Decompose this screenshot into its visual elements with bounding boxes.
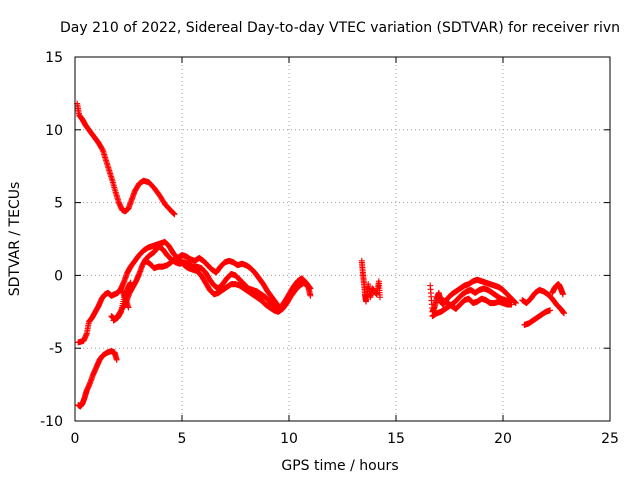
x-tick-label: 20 [494, 431, 512, 447]
x-tick-label: 10 [280, 431, 298, 447]
data-point [508, 301, 515, 308]
y-tick-label: 0 [54, 268, 63, 284]
series-arc-6 [277, 275, 314, 311]
x-tick-label: 0 [71, 431, 80, 447]
series-arc-9 [358, 257, 383, 305]
data-point [512, 299, 519, 306]
y-tick-label: 15 [45, 50, 63, 66]
data-point [127, 279, 134, 286]
data-points [74, 100, 567, 410]
plot-frame [74, 56, 611, 422]
y-axis-label: SDTVAR / TECUs [7, 182, 23, 297]
data-point [376, 294, 383, 301]
series-arc-8 [119, 286, 132, 311]
grid-lines [75, 57, 610, 421]
data-point [113, 356, 120, 363]
y-tick-label: -10 [40, 414, 63, 430]
series-arc-5 [142, 254, 314, 315]
series-arc-15 [549, 281, 566, 298]
series-arc-12 [435, 294, 515, 312]
data-point [170, 210, 177, 217]
x-tick-label: 5 [178, 431, 187, 447]
data-point [171, 211, 178, 218]
data-point [559, 291, 566, 298]
x-tick-label: 15 [387, 431, 405, 447]
x-tick-label: 25 [601, 431, 619, 447]
y-tick-label: 10 [45, 123, 63, 139]
data-point [307, 285, 314, 292]
y-tick-label: 5 [54, 196, 63, 212]
series-arc-13 [519, 286, 567, 317]
series-arc-4 [108, 243, 282, 323]
series-arc-10 [427, 276, 519, 315]
data-point [125, 304, 132, 311]
series-arc-2 [75, 348, 120, 410]
series-arc-3 [75, 238, 282, 346]
series-arc-1 [74, 100, 178, 218]
data-point [170, 210, 177, 216]
data-point [512, 300, 519, 307]
x-axis-label: GPS time / hours [281, 458, 398, 474]
series-arc-14 [521, 307, 554, 328]
y-tick-label: -5 [49, 341, 63, 357]
data-point [307, 292, 314, 299]
chart-title: Day 210 of 2022, Sidereal Day-to-day VTE… [60, 20, 620, 36]
data-point [511, 298, 518, 305]
data-point [560, 310, 567, 317]
axis-ticks: 0 5 10 15 20 25 -10 -5 0 5 10 15 [40, 50, 619, 447]
data-point [547, 307, 554, 314]
data-point [306, 284, 313, 291]
